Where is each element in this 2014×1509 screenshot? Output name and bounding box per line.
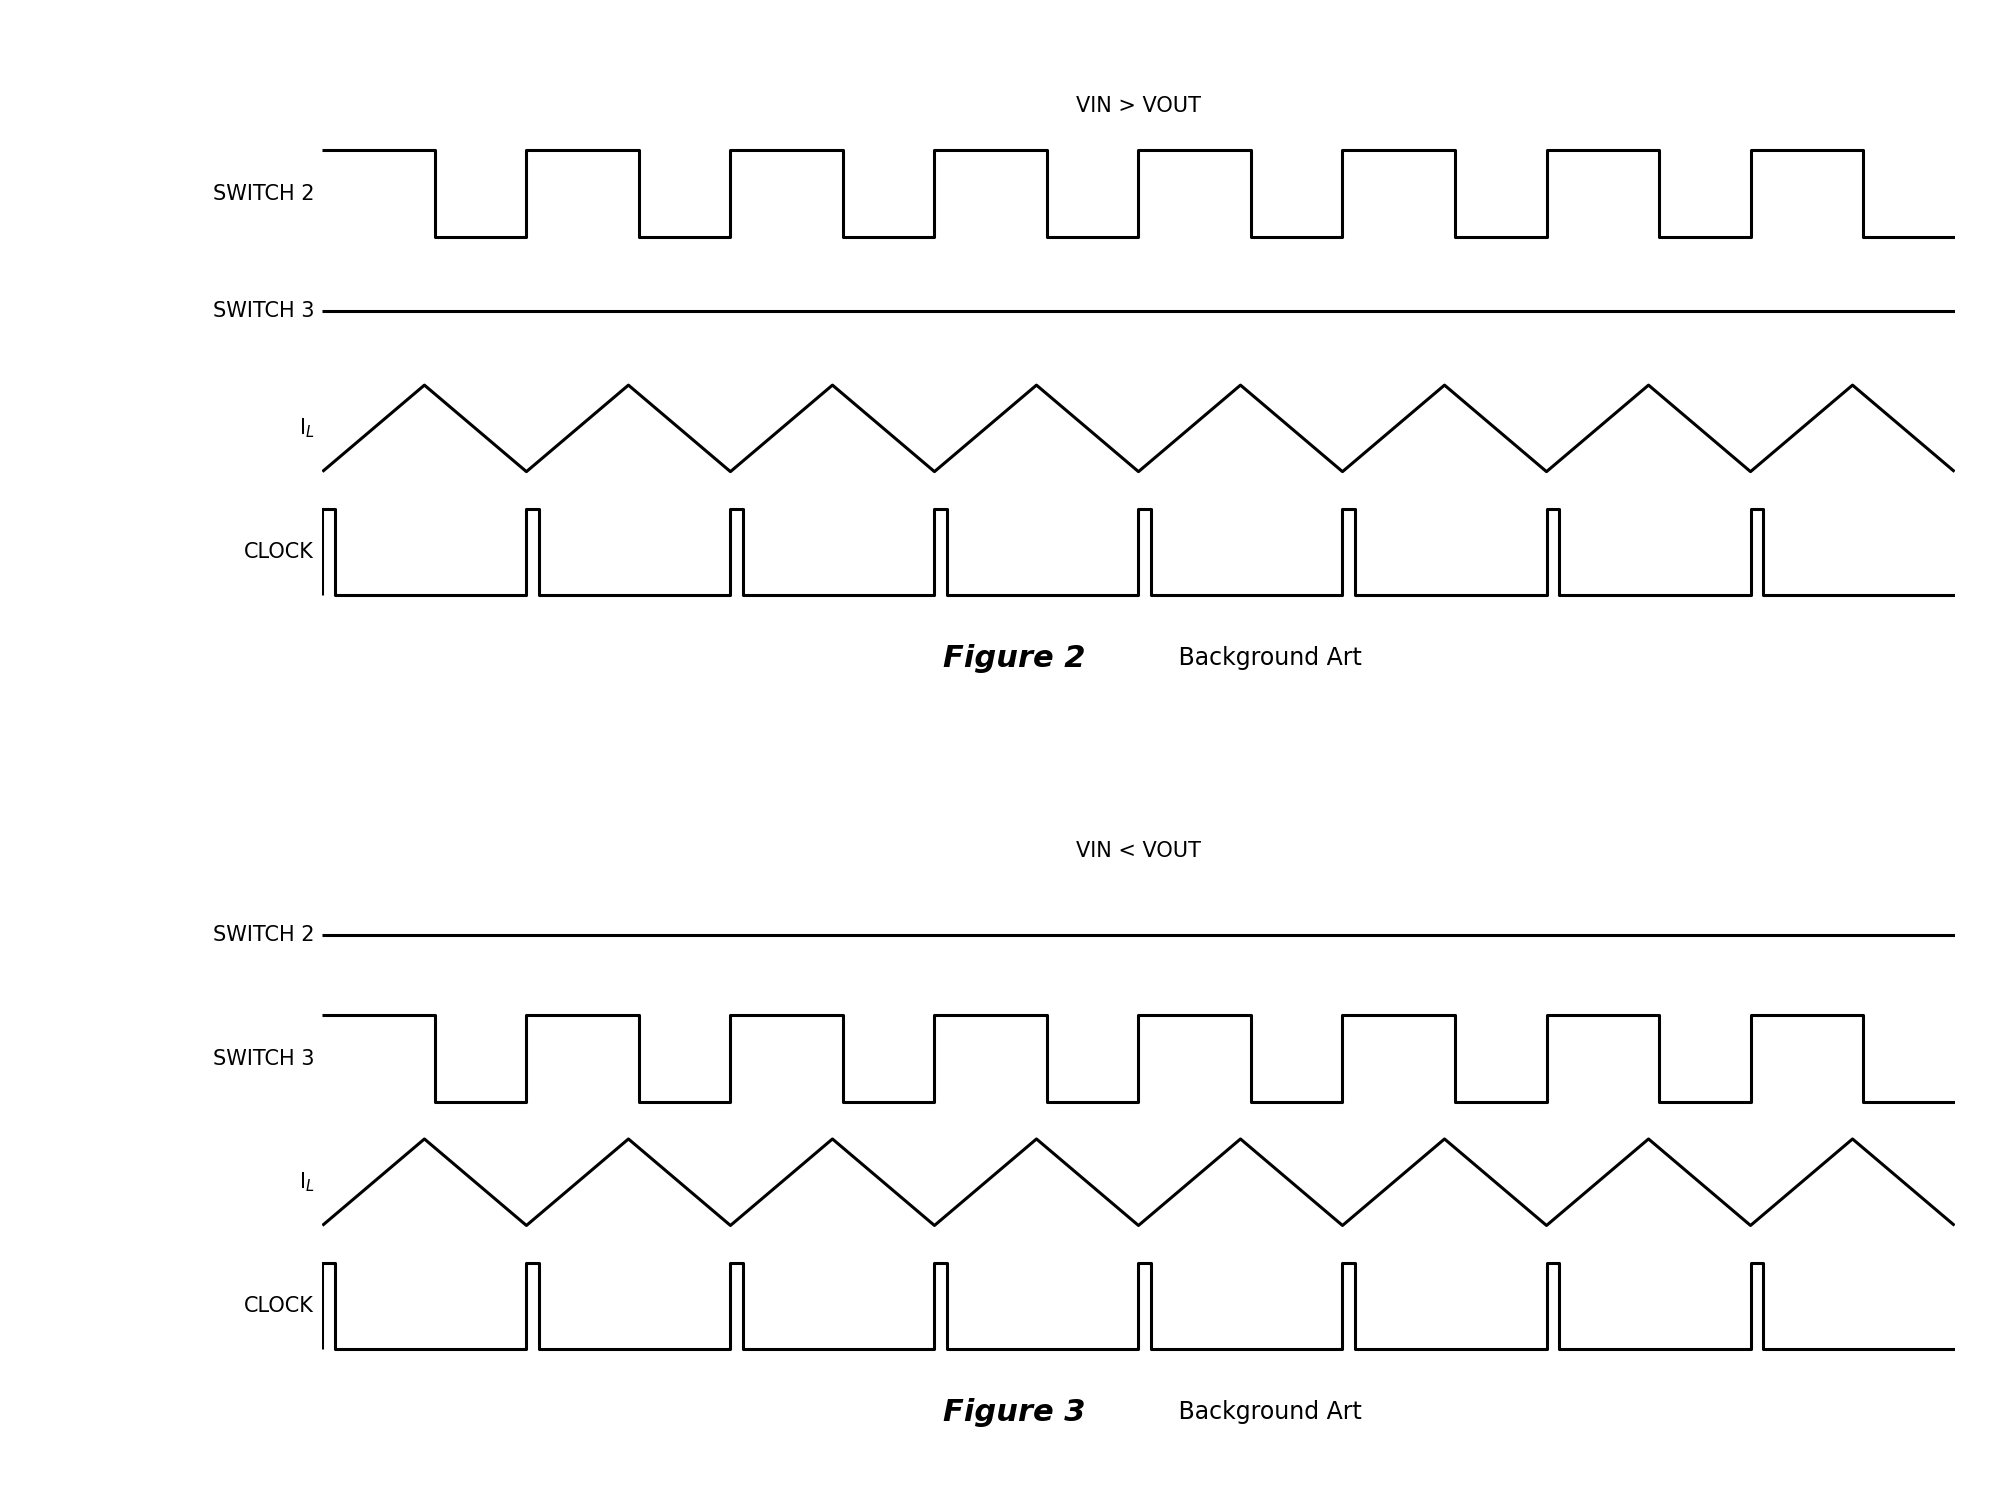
Text: SWITCH 2: SWITCH 2 (213, 925, 314, 945)
Text: SWITCH 3: SWITCH 3 (213, 300, 314, 321)
Text: Background Art: Background Art (1170, 1400, 1361, 1424)
Text: CLOCK: CLOCK (244, 1296, 314, 1316)
Text: Background Art: Background Art (1170, 646, 1361, 670)
Text: SWITCH 2: SWITCH 2 (213, 184, 314, 204)
Text: Figure 2: Figure 2 (943, 644, 1086, 673)
Text: VIN > VOUT: VIN > VOUT (1075, 97, 1200, 116)
Text: CLOCK: CLOCK (244, 542, 314, 561)
Text: I$_L$: I$_L$ (298, 1171, 314, 1194)
Text: SWITCH 3: SWITCH 3 (213, 1049, 314, 1068)
Text: VIN < VOUT: VIN < VOUT (1075, 841, 1200, 862)
Text: Figure 3: Figure 3 (943, 1397, 1086, 1426)
Text: I$_L$: I$_L$ (298, 416, 314, 441)
